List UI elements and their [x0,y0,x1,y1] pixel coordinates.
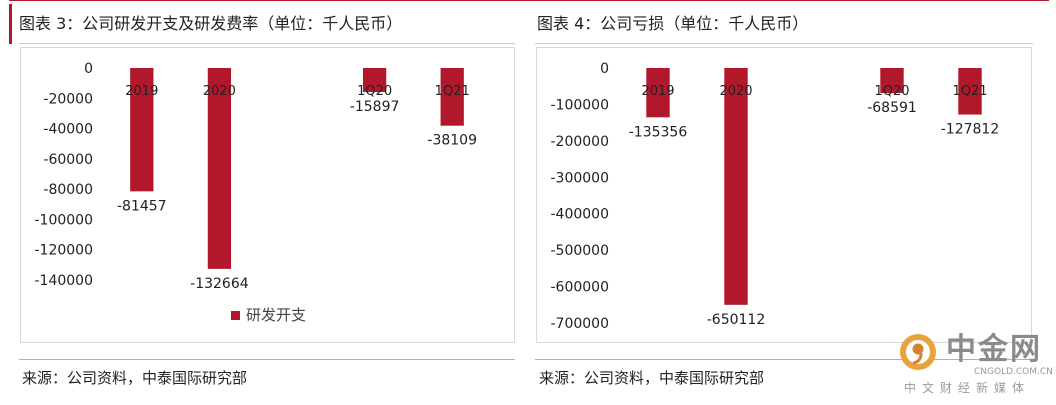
loss-bar [958,68,982,115]
figure-4-title: 图表 4：公司亏损（单位：千人民币） [537,14,809,33]
loss-bar [646,68,670,118]
cngold-logo-icon [900,334,936,370]
loss-data-label: -135356 [629,124,688,140]
rd-expense-chart-svg: 0 -20000 -40000 -60000 -80000 -100000 -120000 -… [35,61,477,324]
loss-category-label: 2020 [719,84,752,99]
loss-category-label: 2019 [641,84,674,99]
figure-3-title: 图表 3：公司研发开支及研发费率（单位：千人民币） [19,14,403,33]
watermark-slogan: 中文财经新媒体 [904,381,1031,395]
rd-expense-bar [207,68,232,269]
rd-expense-chart: 0 -20000 -40000 -60000 -80000 -100000 -120000 -… [20,47,515,343]
loss-ytick-label: 0 [600,61,609,77]
loss-ytick-label: -400000 [551,207,610,223]
rd-expense-category-label: 1Q21 [435,84,470,99]
rd-expense-data-label: -15897 [350,99,400,115]
rd-expense-legend-label: 研发开支 [246,306,306,324]
rd-expense-bar [440,68,464,126]
loss-ytick-label: -100000 [551,97,610,113]
rd-expense-bar [130,68,154,192]
rd-expense-bar [362,68,387,93]
loss-data-label: -127812 [941,122,1000,138]
loss-ytick-label: -200000 [551,134,610,150]
figure-3-source-rule [19,359,515,360]
watermark-name: 中金网 [946,332,1042,367]
figure-3-title-rule [19,43,515,44]
rd-expense-ytick-label: 0 [84,61,93,77]
loss-bar [724,68,748,305]
rd-expense-data-label: -132664 [190,276,249,292]
rd-expense-data-label: -81457 [117,198,167,214]
rd-expense-ytick-label: -100000 [35,212,94,228]
loss-data-label: -68591 [867,100,917,116]
rd-expense-ytick-label: -140000 [35,273,94,289]
loss-ytick-label: -300000 [551,170,610,186]
loss-category-label: 1Q20 [874,84,909,99]
figure-4-source: 来源：公司资料，中泰国际研究部 [539,369,765,387]
loss-bar [880,68,904,93]
title-accent-bar [9,4,12,44]
loss-category-label: 1Q21 [952,84,987,99]
loss-ytick-label: -500000 [551,243,610,259]
figure-4-source-rule [535,359,1033,360]
top-rule [9,0,1049,1]
rd-expense-ytick-label: -80000 [43,182,93,198]
cngold-watermark: 中金网 CNGOLD.COM.CN 中文财经新媒体 [898,330,1053,400]
loss-data-label: -650112 [707,312,766,328]
loss-ytick-label: -600000 [551,280,610,296]
loss-chart: 0 -100000 -200000 -300000 -400000 -500000 -600… [536,47,1032,343]
watermark-domain: CNGOLD.COM.CN [974,367,1053,377]
rd-expense-category-label: 2019 [125,84,158,99]
loss-chart-svg: 0 -100000 -200000 -300000 -400000 -500000 -600… [551,61,1000,332]
rd-expense-category-label: 2020 [203,84,236,99]
rd-expense-legend-swatch [231,311,240,320]
rd-expense-ytick-label: -40000 [43,122,93,138]
rd-expense-data-label: -38109 [427,133,477,149]
rd-expense-ytick-label: -120000 [35,243,94,259]
figure-4-title-rule [535,43,1033,44]
figure-3-source: 来源：公司资料，中泰国际研究部 [22,369,248,387]
rd-expense-category-label: 1Q20 [357,84,392,99]
rd-expense-ytick-label: -60000 [43,152,93,168]
rd-expense-ytick-label: -20000 [43,91,93,107]
loss-ytick-label: -700000 [551,316,610,332]
